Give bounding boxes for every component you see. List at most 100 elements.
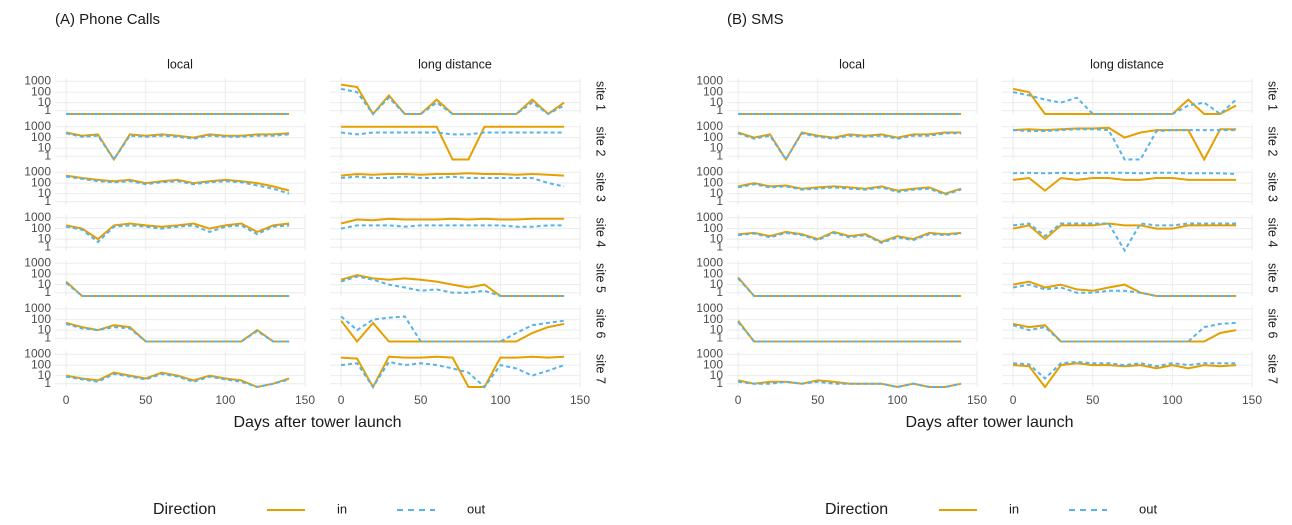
y-tick-label: 100: [31, 130, 51, 144]
series-line: [65, 371, 290, 389]
series-line: [340, 360, 565, 389]
y-tick-label: 10: [710, 277, 724, 291]
y-tick-label: 10: [38, 186, 52, 200]
legend-title: Direction: [153, 501, 216, 518]
series-line: [65, 131, 290, 162]
series-line: [737, 132, 962, 162]
y-tick-label: 100: [703, 130, 723, 144]
y-tick-label: 1: [44, 103, 51, 117]
y-tick-label: 10: [710, 322, 724, 336]
y-tick-label: 1000: [696, 210, 723, 224]
row-strip: site 5: [594, 263, 608, 293]
legend-label: out: [467, 501, 485, 516]
y-tick-label: 1000: [24, 346, 51, 360]
x-tick-label: 100: [887, 393, 907, 407]
y-tick-label: 1000: [24, 119, 51, 133]
y-tick-label: 1000: [24, 301, 51, 315]
y-tick-label: 10: [38, 368, 52, 382]
series-line: [65, 174, 290, 192]
y-tick-label: 10: [710, 140, 724, 154]
series-line: [65, 222, 290, 241]
x-tick-label: 150: [570, 393, 590, 407]
y-tick-label: 1: [716, 330, 723, 344]
row-strip: site 7: [1266, 354, 1280, 384]
panel-title: (A) Phone Calls: [55, 11, 160, 28]
series-line: [340, 275, 565, 297]
y-tick-label: 100: [31, 266, 51, 280]
y-tick-label: 1000: [24, 73, 51, 87]
series-line: [1012, 321, 1237, 343]
series-line: [1012, 283, 1237, 297]
series-line: [737, 183, 962, 196]
series-line: [737, 277, 962, 297]
column-strip: long distance: [418, 57, 492, 71]
row-strip: site 2: [594, 127, 608, 157]
y-tick-label: 1: [44, 148, 51, 162]
y-tick-label: 1000: [696, 73, 723, 87]
series-line: [340, 315, 565, 343]
series-line: [65, 175, 290, 195]
y-tick-label: 10: [710, 95, 724, 109]
y-tick-label: 10: [38, 140, 52, 154]
series-line: [1013, 171, 1237, 175]
y-tick-label: 100: [703, 221, 723, 235]
y-tick-label: 1000: [696, 255, 723, 269]
y-tick-label: 1: [44, 330, 51, 344]
series-line: [737, 321, 962, 343]
x-tick-label: 50: [139, 393, 153, 407]
x-tick-label: 150: [1242, 393, 1262, 407]
series-line: [340, 83, 565, 116]
y-tick-label: 1: [44, 239, 51, 253]
y-tick-label: 1000: [24, 210, 51, 224]
series-line: [1013, 126, 1237, 162]
x-tick-label: 0: [1010, 393, 1017, 407]
y-tick-label: 100: [31, 221, 51, 235]
panel-title: (B) SMS: [727, 11, 784, 28]
row-strip: site 7: [594, 354, 608, 384]
series-line: [1013, 128, 1237, 161]
x-tick-label: 0: [735, 393, 742, 407]
y-tick-label: 10: [38, 231, 52, 245]
legend-label: out: [1139, 501, 1157, 516]
row-strip: site 3: [594, 172, 608, 202]
series-line: [340, 217, 565, 225]
series-line: [340, 131, 565, 136]
y-tick-label: 100: [31, 312, 51, 326]
y-tick-label: 1000: [696, 301, 723, 315]
y-tick-label: 10: [710, 368, 724, 382]
y-tick-label: 100: [703, 266, 723, 280]
x-tick-label: 50: [1086, 393, 1100, 407]
y-tick-label: 1: [44, 285, 51, 299]
legend-label: in: [337, 501, 347, 516]
row-strip: site 5: [1266, 263, 1280, 293]
x-tick-label: 100: [1162, 393, 1182, 407]
column-strip: long distance: [1090, 57, 1164, 71]
row-strip: site 1: [594, 81, 608, 111]
y-tick-label: 1: [716, 376, 723, 390]
row-strip: site 6: [1266, 309, 1280, 339]
x-tick-label: 100: [215, 393, 235, 407]
row-strip: site 6: [594, 309, 608, 339]
legend-label: in: [1009, 501, 1019, 516]
y-tick-label: 1000: [24, 164, 51, 178]
column-strip: local: [167, 57, 193, 71]
y-tick-label: 1: [716, 194, 723, 208]
y-tick-label: 100: [31, 175, 51, 189]
series-line: [1012, 322, 1237, 343]
x-tick-label: 50: [811, 393, 825, 407]
y-tick-label: 10: [38, 277, 52, 291]
series-line: [738, 231, 962, 244]
y-tick-label: 10: [38, 95, 52, 109]
x-tick-label: 0: [338, 393, 345, 407]
y-tick-label: 10: [710, 231, 724, 245]
series-line: [340, 224, 565, 230]
series-line: [65, 280, 290, 297]
series-line: [737, 380, 962, 389]
y-tick-label: 1000: [24, 255, 51, 269]
y-tick-label: 1: [716, 148, 723, 162]
series-line: [341, 125, 565, 161]
series-line: [737, 131, 962, 162]
legend-title: Direction: [825, 501, 888, 518]
y-tick-label: 100: [703, 357, 723, 371]
